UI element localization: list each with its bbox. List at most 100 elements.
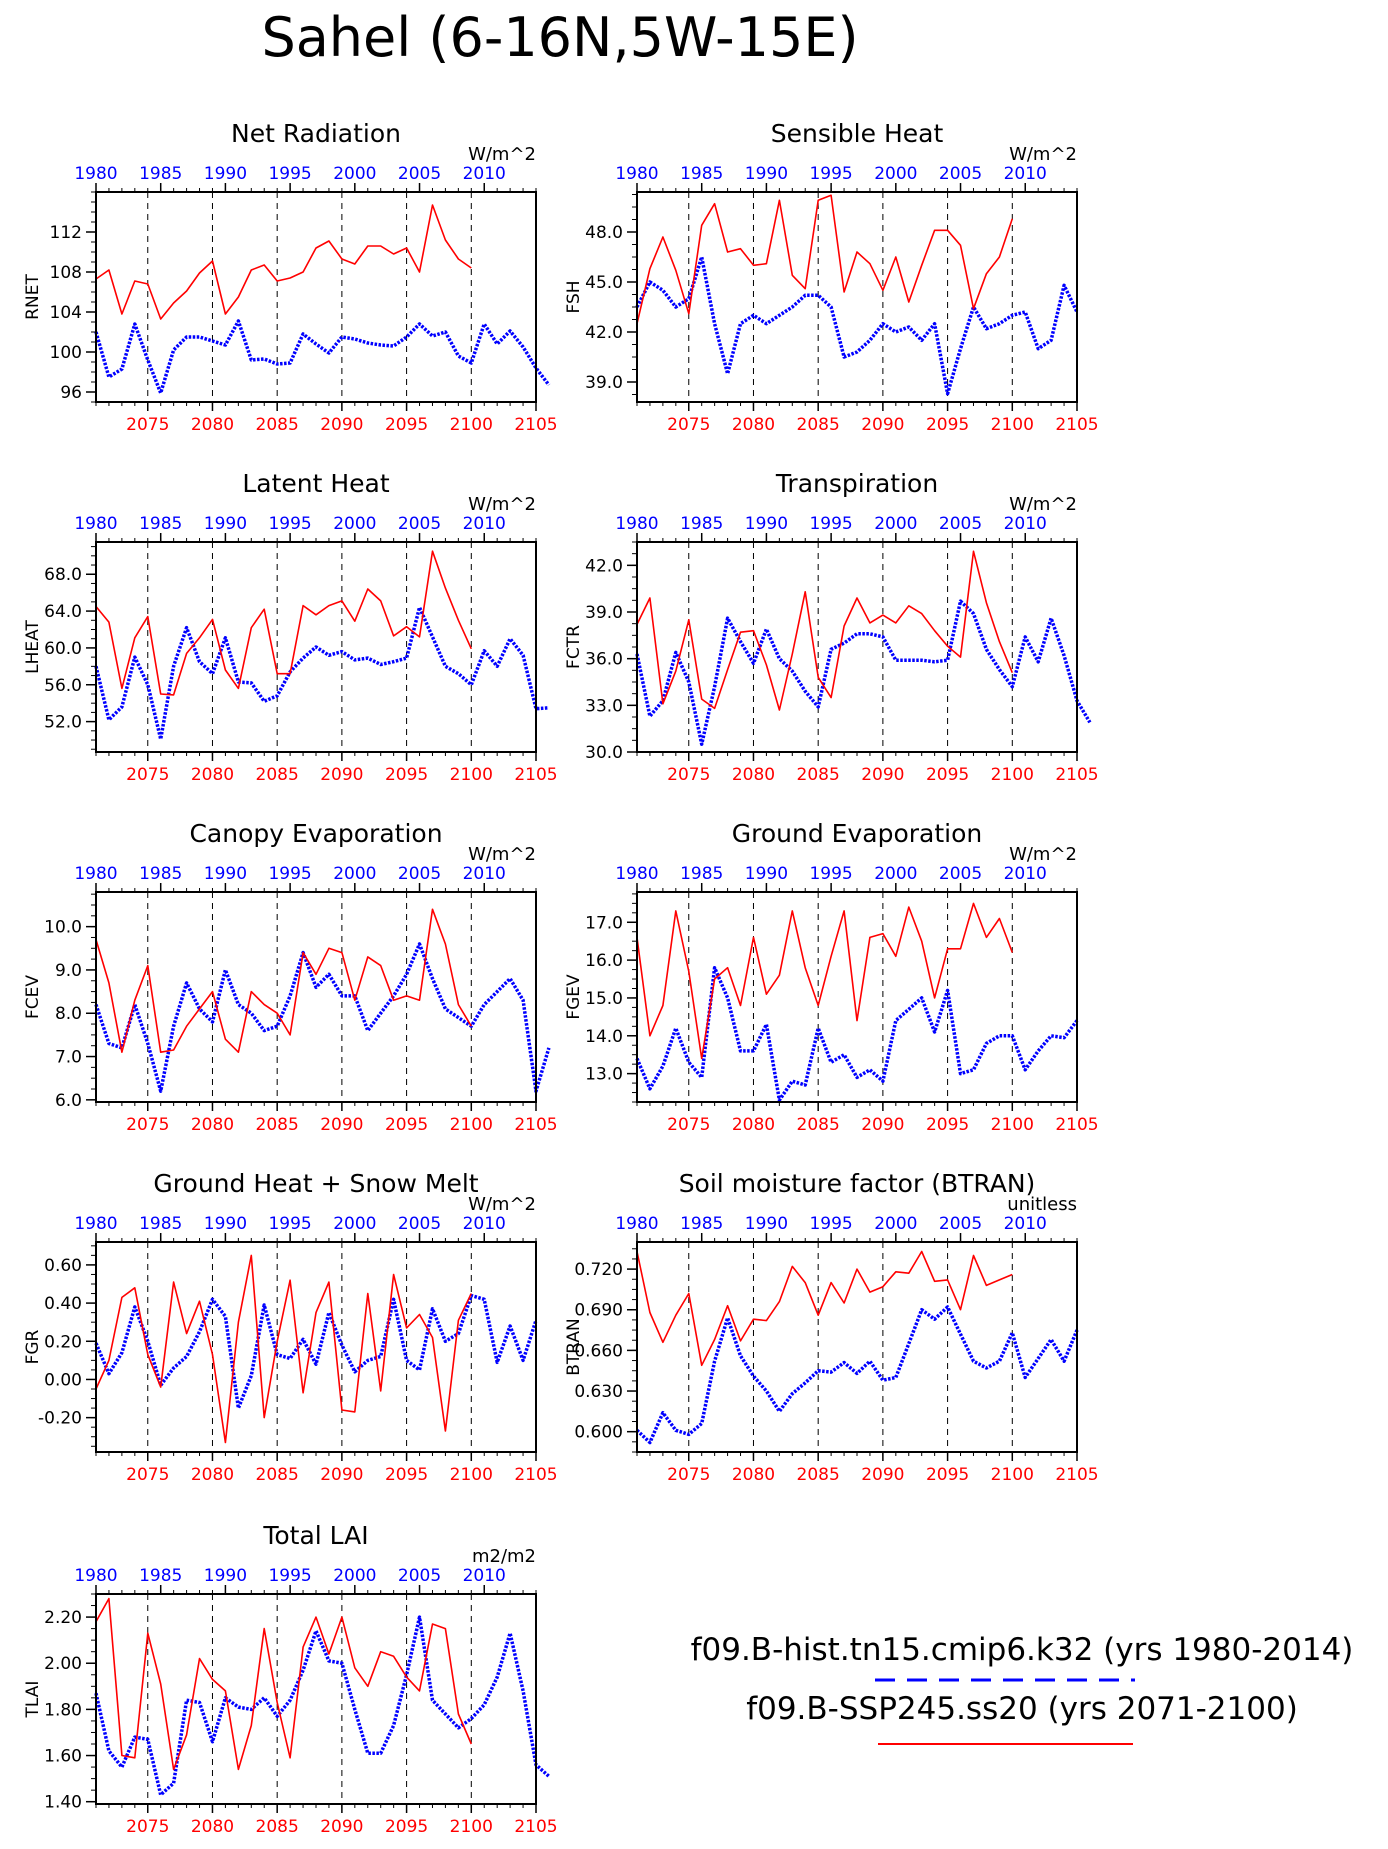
y-tick-label: 0.00 [44, 1370, 82, 1390]
x-tick-label: 2105 [514, 1817, 557, 1837]
x-tick-label: 2105 [1055, 1465, 1098, 1485]
units-label: W/m^2 [1009, 144, 1077, 165]
x-top-tick-label: 1990 [204, 1566, 247, 1586]
x-tick-label: 2080 [732, 415, 775, 435]
x-top-tick-label: 2005 [939, 1214, 982, 1234]
hist-series-line [94, 942, 551, 1093]
x-tick-label: 2100 [991, 415, 1034, 435]
ssp-series-line [636, 194, 1014, 324]
plot-frame [636, 191, 1078, 403]
x-top-tick-label: 2010 [463, 514, 506, 534]
x-top-tick-label: 2010 [463, 1214, 506, 1234]
x-top-tick-label: 2005 [939, 514, 982, 534]
x-top-tick-label: 1980 [615, 514, 658, 534]
ssp-series-line [95, 1597, 473, 1771]
y-axis-label: FSH [564, 280, 584, 313]
y-tick-label: -0.20 [38, 1409, 82, 1429]
x-tick-label: 2095 [926, 1465, 969, 1485]
hist-series-line [94, 319, 551, 395]
x-tick-label: 2105 [1055, 1115, 1098, 1135]
hist-series-line [635, 599, 1092, 746]
plot-frame [95, 191, 537, 403]
x-top-tick-label: 1980 [74, 514, 117, 534]
x-tick-label: 2090 [861, 765, 904, 785]
units-label: W/m^2 [1009, 844, 1077, 865]
x-tick-label: 2100 [450, 765, 493, 785]
y-tick-label: 13.0 [585, 1065, 623, 1085]
plot-frame [95, 891, 537, 1103]
y-tick-label: 68.0 [44, 565, 82, 585]
x-tick-label: 2105 [514, 1115, 557, 1135]
x-tick-label: 2085 [256, 1465, 299, 1485]
units-label: W/m^2 [468, 494, 536, 515]
y-tick-label: 0.60 [44, 1256, 82, 1276]
y-tick-label: 56.0 [44, 676, 82, 696]
x-top-tick-label: 2010 [1004, 514, 1047, 534]
chart-panel: Soil moisture factor (BTRAN)unitless BTRA… [564, 1169, 1099, 1485]
x-tick-label: 2105 [1055, 415, 1098, 435]
x-top-tick-label: 2000 [333, 1566, 376, 1586]
x-top-tick-label: 2005 [939, 164, 982, 184]
x-tick-label: 2090 [320, 1817, 363, 1837]
x-tick-label: 2095 [385, 1465, 428, 1485]
x-top-tick-label: 2000 [333, 1214, 376, 1234]
x-tick-label: 2085 [256, 765, 299, 785]
ssp-series-line [636, 902, 1014, 1060]
x-tick-label: 2095 [926, 415, 969, 435]
x-tick-label: 2075 [667, 1115, 710, 1135]
y-axis-label: BTRAN [564, 1318, 584, 1376]
y-tick-label: 64.0 [44, 602, 82, 622]
y-tick-label: 33.0 [585, 696, 623, 716]
x-tick-label: 2090 [861, 1115, 904, 1135]
x-tick-label: 2075 [126, 765, 169, 785]
y-tick-label: 0.690 [574, 1301, 623, 1321]
x-tick-label: 2080 [191, 1817, 234, 1837]
x-top-tick-label: 2000 [874, 164, 917, 184]
x-top-tick-label: 2005 [398, 1214, 441, 1234]
x-top-tick-label: 1995 [809, 1214, 852, 1234]
figure-title: Sahel (6-16N,5W-15E) [261, 6, 858, 69]
x-top-tick-label: 1985 [680, 864, 723, 884]
x-tick-label: 2100 [450, 1817, 493, 1837]
x-tick-label: 2105 [514, 1465, 557, 1485]
x-tick-label: 2075 [126, 1817, 169, 1837]
chart-panel: Transpiration W/m^2 FCTR 2075 2080 2085 2090 20… [564, 469, 1099, 785]
x-tick-label: 2095 [926, 1115, 969, 1135]
x-tick-label: 2095 [926, 765, 969, 785]
chart-title: Ground Heat + Snow Melt [153, 1169, 478, 1198]
y-tick-label: 30.0 [585, 743, 623, 763]
x-top-tick-label: 1980 [615, 864, 658, 884]
y-tick-label: 8.0 [55, 1004, 82, 1024]
chart-title: Ground Evaporation [732, 819, 982, 848]
y-axis-label: RNET [23, 274, 43, 320]
x-top-tick-label: 1985 [139, 864, 182, 884]
y-tick-label: 96 [60, 383, 82, 403]
x-top-tick-label: 2005 [398, 864, 441, 884]
x-top-tick-label: 1990 [204, 514, 247, 534]
chart-title: Latent Heat [242, 469, 390, 498]
y-tick-label: 14.0 [585, 1027, 623, 1047]
x-tick-label: 2085 [797, 1465, 840, 1485]
x-tick-label: 2095 [385, 415, 428, 435]
x-top-tick-label: 1985 [139, 514, 182, 534]
x-top-tick-label: 1980 [74, 1214, 117, 1234]
x-tick-label: 2075 [667, 1465, 710, 1485]
x-top-tick-label: 2000 [874, 1214, 917, 1234]
y-tick-label: 45.0 [585, 273, 623, 293]
x-top-tick-label: 1995 [268, 864, 311, 884]
x-top-tick-label: 1985 [680, 514, 723, 534]
x-top-tick-label: 1985 [139, 1214, 182, 1234]
x-top-tick-label: 2000 [874, 864, 917, 884]
ssp-series-line [95, 550, 473, 696]
y-axis-label: FGR [23, 1329, 43, 1364]
x-tick-label: 2085 [797, 1115, 840, 1135]
units-label: m2/m2 [472, 1546, 536, 1567]
hist-series-line [635, 255, 1079, 396]
x-top-tick-label: 2010 [463, 164, 506, 184]
x-top-tick-label: 1990 [745, 514, 788, 534]
y-tick-label: 7.0 [55, 1048, 82, 1068]
y-tick-label: 0.630 [574, 1382, 623, 1402]
plot-frame [636, 1241, 1078, 1453]
x-tick-label: 2075 [126, 415, 169, 435]
